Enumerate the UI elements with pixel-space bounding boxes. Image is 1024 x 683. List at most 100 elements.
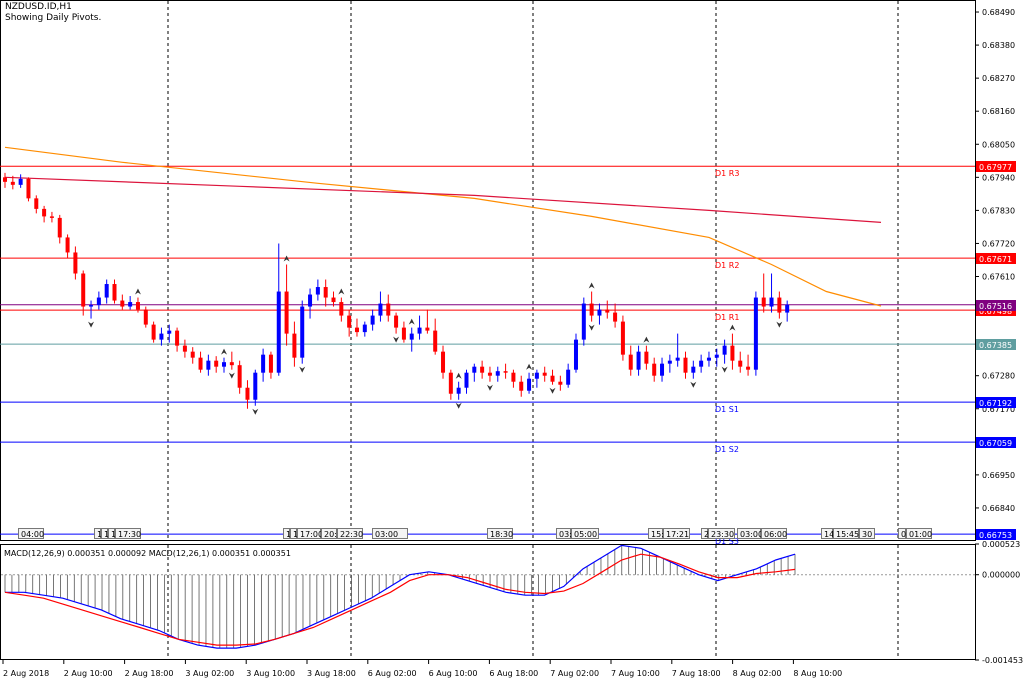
candle-body [89, 305, 94, 307]
y-tick-label: 0.67830 [982, 206, 1015, 215]
candle-body [495, 371, 500, 376]
candle-body [386, 303, 391, 316]
x-tick-label: 7 Aug 10:00 [611, 669, 660, 678]
candle-body [253, 372, 258, 400]
candle-body [511, 372, 516, 382]
candle-body [769, 297, 774, 307]
candle-body [292, 333, 297, 358]
event-time-tag[interactable]: 17:30 [115, 528, 141, 539]
candle-body [120, 300, 125, 307]
chart-symbol-title: NZDUSD.ID,H1 [5, 2, 72, 12]
candle-body [394, 315, 399, 328]
event-time-tag[interactable]: 15: [648, 528, 664, 539]
event-time-tag[interactable]: 06:00 [761, 528, 787, 539]
fractal-down-arrow [252, 408, 259, 415]
event-time-tag[interactable]: 23:30 [708, 528, 735, 539]
y-tick-label: 0.66950 [982, 471, 1015, 480]
event-time-tag[interactable]: 1 [94, 528, 102, 539]
pivot-label: D1 R1 [715, 313, 739, 322]
pivot-price-tag: 0.67385 [976, 339, 1016, 351]
x-tick-label: 7 Aug 18:00 [672, 669, 721, 678]
event-time-tag[interactable]: 2 [701, 528, 709, 539]
fractal-down-arrow [455, 402, 462, 409]
event-time-tag[interactable]: 04:00 [18, 528, 44, 539]
candle-body [214, 360, 219, 367]
candle-body [425, 327, 430, 331]
event-time-tag[interactable]: 17:21 [663, 528, 690, 539]
fractal-down-arrow [549, 387, 556, 394]
event-time-tag[interactable]: 05:00 [571, 528, 599, 539]
pivot-price-tag: 0.67977 [976, 161, 1016, 173]
y-tick-label: 0.66840 [982, 504, 1015, 513]
candle-body [487, 372, 492, 376]
y-tick-label: 0.68270 [982, 74, 1015, 83]
candle-body [182, 345, 187, 352]
y-tick-label: 0.67170 [982, 405, 1015, 414]
candle-body [237, 365, 242, 388]
macd-y-tick-label: -0.001453 [982, 656, 1023, 665]
candle-body [65, 237, 70, 253]
fractal-up-arrow [588, 282, 595, 289]
candle-body [738, 360, 743, 367]
macd-plot-frame [0, 544, 976, 660]
y-tick-label: 0.68050 [982, 140, 1015, 149]
candle-body [26, 178, 31, 199]
fractal-up-arrow [338, 288, 345, 295]
candle-body [229, 362, 234, 366]
fractal-down-arrow [721, 366, 728, 373]
candle-body [268, 354, 273, 373]
candle-body [746, 366, 751, 370]
candle-body [104, 284, 109, 298]
event-time-tag[interactable]: 1 [108, 528, 116, 539]
event-time-tag[interactable]: 0 [898, 528, 906, 539]
candle-body [42, 208, 47, 217]
candle-body [284, 291, 289, 334]
candle-body [777, 297, 782, 313]
candle-body [190, 351, 195, 358]
candle-body [3, 177, 7, 182]
candle-body [660, 363, 665, 376]
candle-body [542, 372, 547, 376]
candle-body [362, 324, 367, 333]
pivot-price-tag: 0.67192 [976, 397, 1016, 409]
fractal-up-arrow [134, 288, 141, 295]
event-time-tag[interactable]: 30 [859, 528, 875, 539]
event-time-tag[interactable]: 22:30 [337, 528, 363, 539]
event-time-tag[interactable]: 18:30 [487, 528, 513, 539]
event-time-tag[interactable]: 03:00 [737, 528, 763, 539]
x-tick-label: 3 Aug 02:00 [185, 669, 234, 678]
fractal-up-arrow [408, 318, 415, 325]
candle-body [401, 327, 406, 340]
event-time-tag[interactable]: 01:00 [906, 528, 932, 539]
candle-body [527, 378, 532, 391]
candle-body [112, 284, 117, 301]
fractal-down-arrow [299, 366, 306, 373]
candle-body [566, 369, 571, 385]
event-time-tag[interactable]: 1 [101, 528, 109, 539]
candle-body [135, 302, 140, 310]
event-time-tag[interactable]: 17:00 [297, 528, 323, 539]
candle-body [347, 315, 352, 328]
x-tick-label: 6 Aug 10:00 [429, 669, 478, 678]
candle-body [472, 366, 477, 373]
event-time-tag[interactable]: 1 [290, 528, 298, 539]
candle-body [785, 304, 790, 313]
candle-body [761, 297, 766, 307]
event-time-tag[interactable]: 1 [283, 528, 291, 539]
event-time-tag[interactable]: 15:45 [833, 528, 859, 539]
candle-body [480, 366, 485, 373]
y-tick-label: 0.68160 [982, 107, 1015, 116]
candle-body [605, 309, 610, 313]
event-time-tag[interactable]: 20: [321, 528, 337, 539]
candle-body [81, 273, 86, 307]
candle-body [573, 339, 578, 370]
candle-body [206, 360, 211, 370]
event-time-tag[interactable]: 03:00 [372, 528, 408, 539]
x-tick-label: 6 Aug 02:00 [368, 669, 417, 678]
x-tick-label: 2 Aug 10:00 [64, 669, 113, 678]
event-time-tag[interactable]: 03: [556, 528, 572, 539]
event-time-tag[interactable]: 14 [821, 528, 834, 539]
pivot-price-tag: 0.67671 [976, 253, 1016, 265]
candle-body [691, 366, 696, 373]
